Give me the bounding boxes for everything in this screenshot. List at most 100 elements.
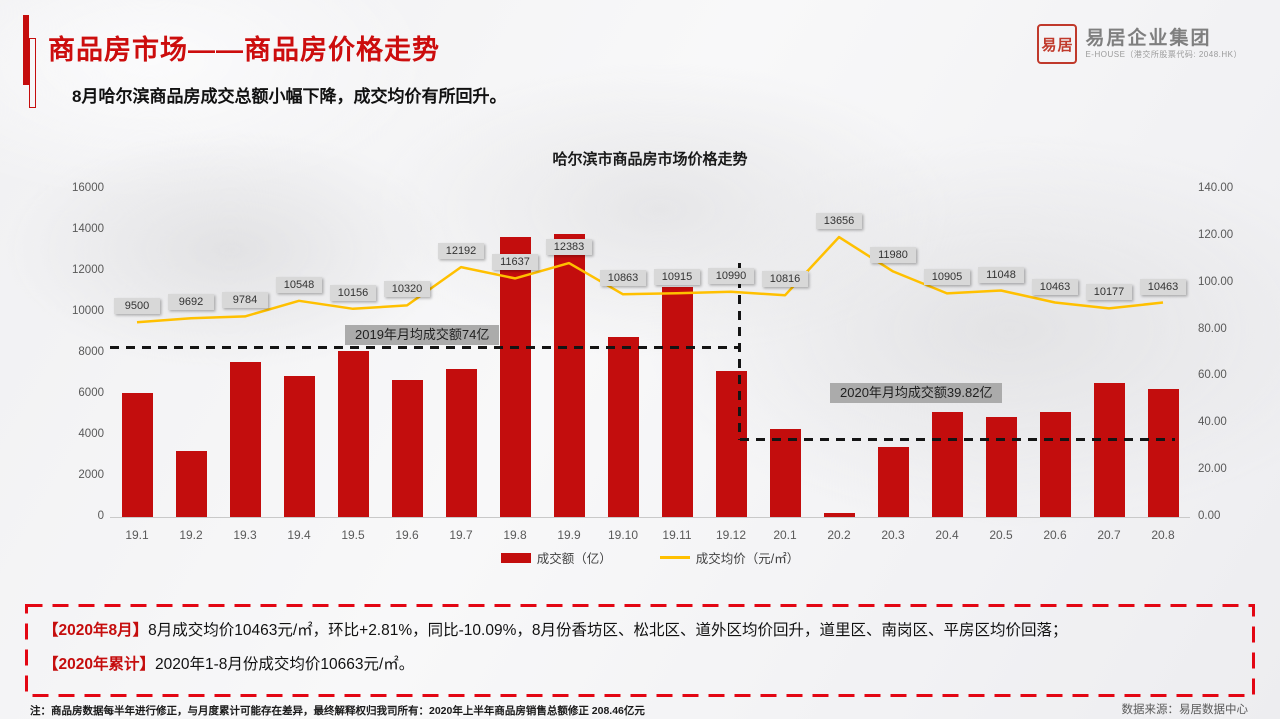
x-axis-label: 19.7 bbox=[449, 528, 473, 542]
left-axis-tick: 8000 bbox=[78, 346, 104, 358]
bar-20.4 bbox=[931, 411, 963, 517]
bar-19.3 bbox=[229, 362, 261, 517]
left-axis-tick: 6000 bbox=[78, 387, 104, 399]
price-label-20.2: 13656 bbox=[816, 213, 862, 230]
x-axis-label: 20.1 bbox=[773, 528, 797, 542]
price-label-19.5: 10156 bbox=[330, 284, 376, 301]
x-axis-label: 19.1 bbox=[125, 528, 149, 542]
x-axis-label: 19.6 bbox=[395, 528, 419, 542]
title-accent-outline bbox=[29, 38, 36, 108]
footnote: 注：商品房数据每半年进行修正，与月度累计可能存在差异，最终解释权归我司所有：20… bbox=[30, 705, 645, 717]
x-axis-label: 20.5 bbox=[989, 528, 1013, 542]
right-axis-tick: 0.00 bbox=[1198, 510, 1221, 522]
summary-text-august: 8月成交均价10463元/㎡，环比+2.81%，同比-10.09%，8月份香坊区… bbox=[148, 622, 1068, 639]
logo-company-name: 易居企业集团 bbox=[1085, 27, 1212, 49]
period-divider-dashed-line bbox=[738, 263, 741, 440]
x-axis-label: 19.8 bbox=[503, 528, 527, 542]
x-axis-label: 19.12 bbox=[715, 528, 747, 542]
x-axis-label: 19.4 bbox=[287, 528, 311, 542]
price-label-20.6: 10463 bbox=[1032, 278, 1078, 295]
right-axis-tick: 140.00 bbox=[1198, 182, 1234, 194]
bar-19.12 bbox=[715, 370, 747, 517]
summary-line-cumulative: 【2020年累计】2020年1-8月份成交均价10663元/㎡。 bbox=[43, 648, 1243, 682]
right-axis-tick: 120.00 bbox=[1198, 228, 1234, 241]
right-axis-tick: 40.00 bbox=[1198, 416, 1227, 429]
price-label-20.3: 11980 bbox=[870, 247, 916, 264]
right-axis-tick: 60.00 bbox=[1198, 369, 1227, 382]
right-axis-tick: 20.00 bbox=[1198, 463, 1227, 476]
right-axis-tick: 80.00 bbox=[1198, 322, 1227, 335]
x-axis-label: 20.8 bbox=[1151, 528, 1175, 542]
title-accent-bar bbox=[23, 15, 29, 85]
price-label-20.5: 11048 bbox=[978, 266, 1024, 283]
bar-19.7 bbox=[445, 369, 477, 517]
left-axis-tick: 10000 bbox=[72, 305, 104, 317]
bar-20.7 bbox=[1093, 383, 1125, 517]
left-axis-tick: 12000 bbox=[72, 264, 104, 276]
bar-20.6 bbox=[1039, 411, 1071, 517]
bar-19.2 bbox=[175, 451, 207, 517]
bar-19.4 bbox=[283, 376, 315, 517]
price-label-19.1: 9500 bbox=[114, 298, 160, 315]
x-axis-label: 19.2 bbox=[179, 528, 203, 542]
data-source: 数据来源：易居数据中心 bbox=[1121, 704, 1249, 716]
left-axis-tick: 14000 bbox=[72, 223, 104, 235]
x-axis-label: 20.3 bbox=[881, 528, 905, 542]
chart-title: 哈尔滨市商品房市场价格走势 bbox=[552, 151, 748, 168]
bar-19.11 bbox=[661, 287, 693, 517]
x-axis-label: 20.6 bbox=[1043, 528, 1067, 542]
annotation-2019-average: 2019年月均成交额74亿 bbox=[345, 325, 500, 345]
avg-2019-dashed-line bbox=[110, 346, 740, 349]
x-axis-label: 20.4 bbox=[935, 528, 959, 542]
summary-text-cumulative: 2020年1-8月份成交均价10663元/㎡。 bbox=[154, 656, 415, 673]
annotation-2020-average: 2020年月均成交额39.82亿 bbox=[830, 383, 1003, 403]
price-label-19.2: 9692 bbox=[168, 294, 214, 311]
bar-20.2 bbox=[823, 513, 855, 517]
x-axis-label: 19.10 bbox=[607, 528, 639, 542]
price-label-19.9: 12383 bbox=[546, 239, 592, 256]
avg-2020-dashed-line bbox=[740, 438, 1175, 441]
legend-item: 成交均价（元/㎡） bbox=[659, 548, 800, 567]
price-label-20.4: 10905 bbox=[924, 269, 970, 286]
x-axis-label: 20.7 bbox=[1097, 528, 1121, 542]
price-label-19.4: 10548 bbox=[276, 276, 322, 293]
summary-box: 【2020年8月】8月成交均价10463元/㎡，环比+2.81%，同比-10.0… bbox=[25, 604, 1255, 697]
price-label-19.6: 10320 bbox=[384, 281, 430, 298]
right-axis-tick: 100.00 bbox=[1198, 275, 1234, 288]
x-axis-line bbox=[110, 517, 1190, 518]
bar-20.5 bbox=[985, 417, 1017, 517]
price-label-20.7: 10177 bbox=[1086, 284, 1132, 301]
legend-line-swatch-icon bbox=[659, 556, 690, 559]
bar-20.8 bbox=[1147, 389, 1179, 517]
summary-label-august: 【2020年8月】 bbox=[43, 622, 149, 639]
summary-label-cumulative: 【2020年累计】 bbox=[43, 656, 155, 673]
legend-item: 成交额（亿） bbox=[500, 548, 612, 567]
price-label-19.11: 10915 bbox=[654, 269, 700, 286]
page-subtitle: 8月哈尔滨商品房成交总额小幅下降，成交均价有所回升。 bbox=[72, 87, 507, 106]
left-axis-tick: 4000 bbox=[78, 428, 104, 440]
price-label-19.3: 9784 bbox=[222, 292, 268, 309]
bar-20.3 bbox=[877, 446, 909, 517]
left-axis-tick: 2000 bbox=[78, 469, 104, 481]
bar-19.6 bbox=[391, 379, 423, 517]
price-label-20.8: 10463 bbox=[1140, 278, 1186, 295]
bar-19.1 bbox=[121, 392, 153, 517]
price-label-19.10: 10863 bbox=[600, 270, 646, 287]
x-axis-label: 19.3 bbox=[233, 528, 257, 542]
logo-seal-icon: 易居 bbox=[1037, 24, 1078, 64]
price-label-19.7: 12192 bbox=[438, 243, 484, 260]
chart-legend: 成交额（亿） 成交均价（元/㎡） bbox=[0, 548, 1280, 567]
legend-label: 成交额（亿） bbox=[536, 552, 612, 566]
page-title: 商品房市场——商品房价格走势 bbox=[48, 35, 440, 65]
x-axis-label: 19.9 bbox=[557, 528, 581, 542]
bar-20.1 bbox=[769, 429, 801, 517]
bar-19.9 bbox=[553, 233, 585, 517]
x-axis-label: 20.2 bbox=[827, 528, 851, 542]
legend-label: 成交均价（元/㎡） bbox=[695, 552, 800, 566]
left-axis-tick: 16000 bbox=[72, 182, 104, 194]
x-axis-label: 19.5 bbox=[341, 528, 365, 542]
summary-line-august: 【2020年8月】8月成交均价10463元/㎡，环比+2.81%，同比-10.0… bbox=[43, 614, 1243, 648]
price-label-20.1: 10816 bbox=[762, 271, 808, 288]
price-label-19.12: 10990 bbox=[708, 267, 754, 284]
